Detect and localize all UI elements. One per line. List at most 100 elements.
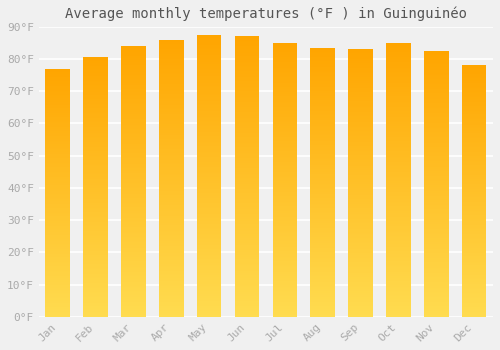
Bar — [272, 96, 297, 98]
Bar — [386, 87, 410, 88]
Bar — [234, 163, 260, 164]
Bar — [234, 145, 260, 146]
Bar — [424, 209, 448, 210]
Bar — [424, 180, 448, 181]
Bar — [310, 233, 335, 235]
Bar — [462, 185, 486, 186]
Bar — [121, 206, 146, 207]
Bar — [197, 258, 222, 259]
Bar — [424, 196, 448, 197]
Bar — [197, 184, 222, 186]
Bar — [310, 60, 335, 61]
Bar — [121, 225, 146, 226]
Bar — [159, 156, 184, 158]
Bar — [46, 97, 70, 98]
Bar — [424, 99, 448, 100]
Bar — [462, 153, 486, 155]
Bar — [234, 269, 260, 271]
Bar — [234, 205, 260, 206]
Bar — [84, 232, 108, 234]
Bar — [310, 61, 335, 63]
Bar — [424, 156, 448, 157]
Bar — [310, 100, 335, 102]
Bar — [310, 231, 335, 232]
Bar — [348, 193, 373, 194]
Bar — [46, 76, 70, 77]
Bar — [234, 181, 260, 182]
Bar — [234, 294, 260, 296]
Bar — [46, 180, 70, 182]
Bar — [462, 171, 486, 172]
Bar — [310, 128, 335, 130]
Bar — [386, 231, 410, 232]
Bar — [234, 130, 260, 132]
Bar — [424, 62, 448, 63]
Bar — [46, 216, 70, 218]
Bar — [310, 252, 335, 253]
Bar — [159, 180, 184, 181]
Bar — [197, 303, 222, 304]
Bar — [121, 179, 146, 180]
Bar — [272, 240, 297, 241]
Bar — [272, 299, 297, 300]
Bar — [462, 76, 486, 77]
Bar — [310, 303, 335, 305]
Bar — [197, 215, 222, 217]
Bar — [386, 219, 410, 221]
Bar — [46, 230, 70, 231]
Bar — [159, 150, 184, 152]
Bar — [348, 281, 373, 282]
Bar — [197, 315, 222, 317]
Bar — [121, 284, 146, 286]
Bar — [386, 106, 410, 107]
Bar — [310, 302, 335, 303]
Bar — [310, 256, 335, 258]
Bar — [121, 84, 146, 85]
Bar — [46, 141, 70, 142]
Bar — [121, 64, 146, 65]
Bar — [84, 140, 108, 142]
Bar — [121, 98, 146, 99]
Bar — [234, 237, 260, 238]
Bar — [84, 111, 108, 112]
Bar — [462, 97, 486, 98]
Bar — [272, 315, 297, 317]
Bar — [121, 203, 146, 204]
Bar — [424, 144, 448, 145]
Bar — [197, 281, 222, 283]
Bar — [272, 194, 297, 195]
Bar — [121, 103, 146, 104]
Bar — [424, 210, 448, 212]
Bar — [348, 273, 373, 274]
Bar — [424, 225, 448, 226]
Bar — [121, 176, 146, 177]
Bar — [121, 214, 146, 215]
Bar — [84, 144, 108, 146]
Bar — [46, 133, 70, 134]
Bar — [386, 159, 410, 161]
Bar — [84, 209, 108, 210]
Bar — [348, 136, 373, 138]
Bar — [386, 80, 410, 81]
Bar — [197, 204, 222, 205]
Bar — [84, 179, 108, 181]
Bar — [272, 302, 297, 303]
Bar — [234, 142, 260, 143]
Bar — [424, 104, 448, 105]
Bar — [272, 183, 297, 184]
Bar — [462, 125, 486, 126]
Bar — [84, 57, 108, 59]
Bar — [84, 240, 108, 241]
Bar — [159, 162, 184, 163]
Bar — [159, 259, 184, 260]
Bar — [386, 46, 410, 47]
Bar — [121, 154, 146, 156]
Bar — [386, 105, 410, 106]
Bar — [348, 266, 373, 267]
Bar — [386, 166, 410, 168]
Bar — [348, 187, 373, 188]
Bar — [197, 62, 222, 63]
Bar — [386, 276, 410, 277]
Bar — [197, 183, 222, 184]
Bar — [424, 236, 448, 237]
